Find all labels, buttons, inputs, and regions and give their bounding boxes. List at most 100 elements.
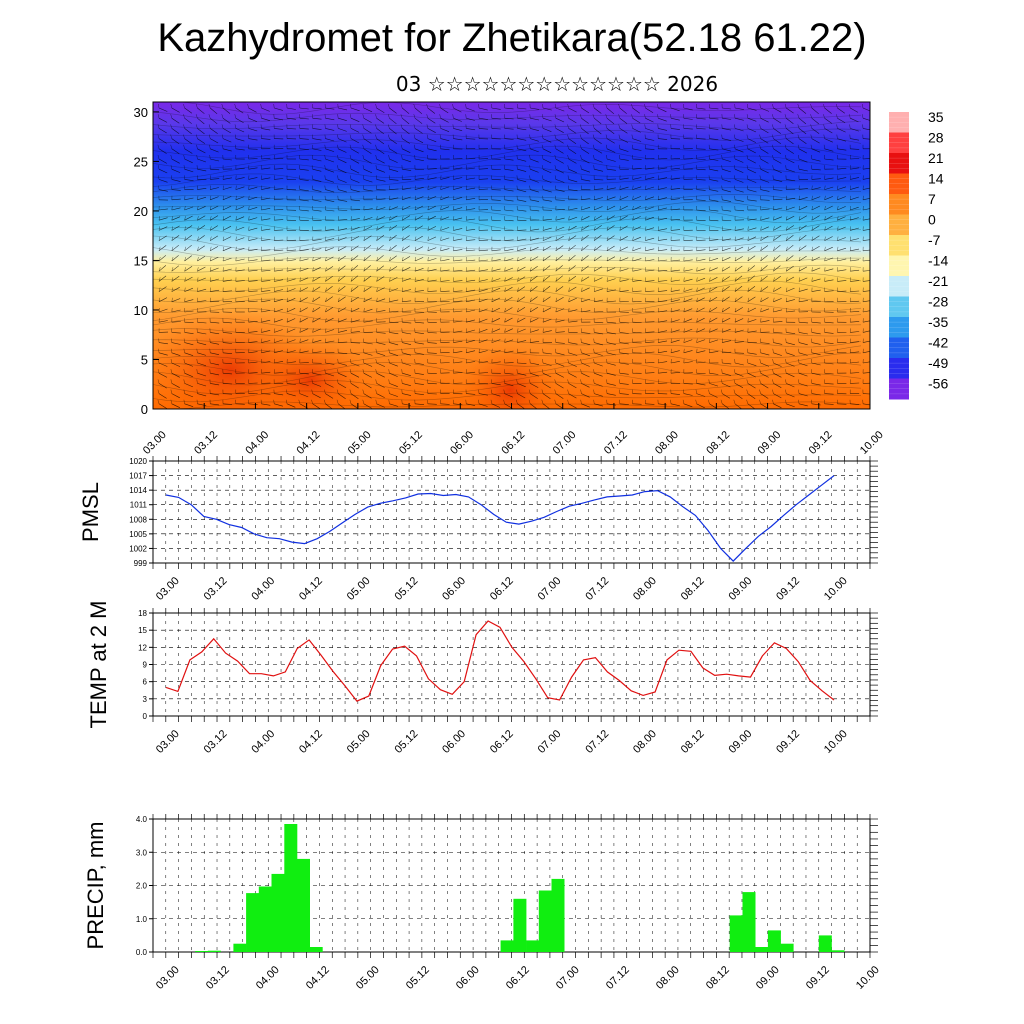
wind-barb-feather bbox=[170, 103, 173, 109]
wind-barb-feather bbox=[170, 114, 173, 119]
wind-barb bbox=[197, 300, 207, 303]
wind-barb-feather bbox=[197, 205, 199, 211]
wind-barb bbox=[632, 196, 642, 201]
wind-barb bbox=[453, 340, 463, 343]
wind-barb-feather bbox=[734, 277, 737, 282]
wind-barb-feather bbox=[593, 369, 595, 374]
wind-barb bbox=[158, 235, 167, 241]
wind-barb-feather bbox=[349, 114, 352, 119]
wind-barb-feather bbox=[747, 185, 749, 190]
wind-barb bbox=[338, 275, 346, 282]
wind-barb bbox=[402, 245, 410, 252]
wind-barb-feather bbox=[721, 256, 724, 262]
wind-barb-feather bbox=[195, 103, 198, 109]
wind-barb bbox=[798, 403, 808, 407]
warm-anomaly bbox=[250, 340, 370, 409]
wind-barb bbox=[222, 158, 232, 161]
wind-barb bbox=[171, 255, 179, 262]
wind-barb bbox=[389, 332, 399, 335]
wind-barb-feather bbox=[619, 226, 622, 231]
wind-barb-feather bbox=[375, 144, 377, 149]
wind-barb bbox=[606, 278, 616, 282]
wind-barb bbox=[389, 310, 399, 313]
wind-barb-feather bbox=[579, 124, 582, 129]
wind-barb bbox=[491, 249, 501, 252]
wind-barb-feather bbox=[542, 103, 544, 109]
wind-barb-feather bbox=[529, 297, 532, 302]
x-tick-label: 03.00 bbox=[141, 429, 169, 457]
wind-barb-feather bbox=[337, 124, 339, 129]
wind-barb bbox=[350, 138, 360, 144]
wind-barb bbox=[286, 403, 296, 408]
wind-barb bbox=[747, 179, 757, 183]
wind-barb bbox=[734, 117, 744, 121]
wind-barb bbox=[376, 148, 385, 154]
wind-barb-feather bbox=[568, 236, 570, 241]
wind-barb-feather bbox=[401, 144, 403, 149]
wind-barb bbox=[504, 393, 513, 398]
wind-barb bbox=[261, 177, 271, 180]
wind-barb bbox=[440, 177, 450, 180]
wind-barb bbox=[722, 328, 731, 333]
wind-barb bbox=[747, 285, 756, 292]
wind-barb bbox=[798, 117, 807, 125]
wind-barb bbox=[606, 300, 617, 303]
wind-barb bbox=[171, 287, 180, 292]
wind-barb-feather bbox=[682, 399, 685, 404]
wind-barb bbox=[619, 205, 628, 211]
wind-barb bbox=[786, 393, 795, 398]
wind-barb bbox=[210, 168, 220, 171]
wind-barb-feather bbox=[785, 216, 788, 221]
wind-barb bbox=[568, 275, 577, 282]
wind-barb bbox=[402, 300, 412, 303]
wind-barb bbox=[197, 128, 205, 135]
x-tick-label: 05.12 bbox=[404, 964, 432, 992]
wind-barb bbox=[299, 209, 309, 212]
wind-barb bbox=[427, 148, 437, 152]
wind-barb-feather bbox=[709, 307, 711, 313]
wind-barb bbox=[722, 257, 731, 262]
wind-barb bbox=[542, 318, 552, 323]
wind-barb-feather bbox=[746, 369, 749, 374]
wind-barb-feather bbox=[170, 154, 173, 160]
wind-barb bbox=[683, 403, 693, 408]
wind-barb-feather bbox=[158, 348, 160, 353]
wind-barb-feather bbox=[286, 348, 288, 353]
wind-barb bbox=[325, 128, 335, 131]
wind-barb-feather bbox=[439, 124, 441, 129]
wind-barb bbox=[440, 362, 450, 364]
wind-barb bbox=[760, 403, 769, 409]
wind-barb bbox=[376, 352, 386, 356]
wind-barb bbox=[363, 286, 372, 292]
wind-barb bbox=[619, 268, 629, 272]
wind-barb bbox=[184, 362, 194, 367]
wind-barb bbox=[274, 158, 284, 160]
wind-barb-feather bbox=[709, 256, 711, 262]
wind-barb bbox=[594, 332, 604, 335]
wind-barb bbox=[414, 215, 423, 221]
wind-barb-feather bbox=[837, 236, 839, 241]
wind-barb bbox=[594, 245, 602, 252]
wind-barb bbox=[171, 216, 181, 221]
wind-barb-feather bbox=[171, 277, 174, 282]
wind-barb bbox=[504, 138, 514, 140]
wind-barb-feather bbox=[593, 154, 595, 160]
wind-barb bbox=[402, 372, 411, 376]
wind-barb bbox=[338, 265, 346, 272]
wind-barb bbox=[338, 255, 346, 262]
wind-barb-feather bbox=[797, 114, 800, 119]
wind-barb-feather bbox=[683, 297, 685, 302]
wind-barb bbox=[222, 196, 232, 201]
wind-barb bbox=[427, 321, 437, 323]
wind-barb-feather bbox=[195, 114, 198, 119]
wind-barb bbox=[824, 128, 833, 134]
wind-barb bbox=[261, 187, 271, 190]
wind-barb bbox=[619, 158, 629, 161]
wind-barb bbox=[261, 249, 271, 252]
wind-barb bbox=[645, 290, 655, 292]
wind-barb bbox=[197, 148, 206, 154]
wind-barb-feather bbox=[299, 256, 301, 262]
wind-barb-feather bbox=[542, 236, 545, 241]
wind-barb bbox=[581, 244, 589, 252]
wind-barb-feather bbox=[248, 195, 250, 200]
